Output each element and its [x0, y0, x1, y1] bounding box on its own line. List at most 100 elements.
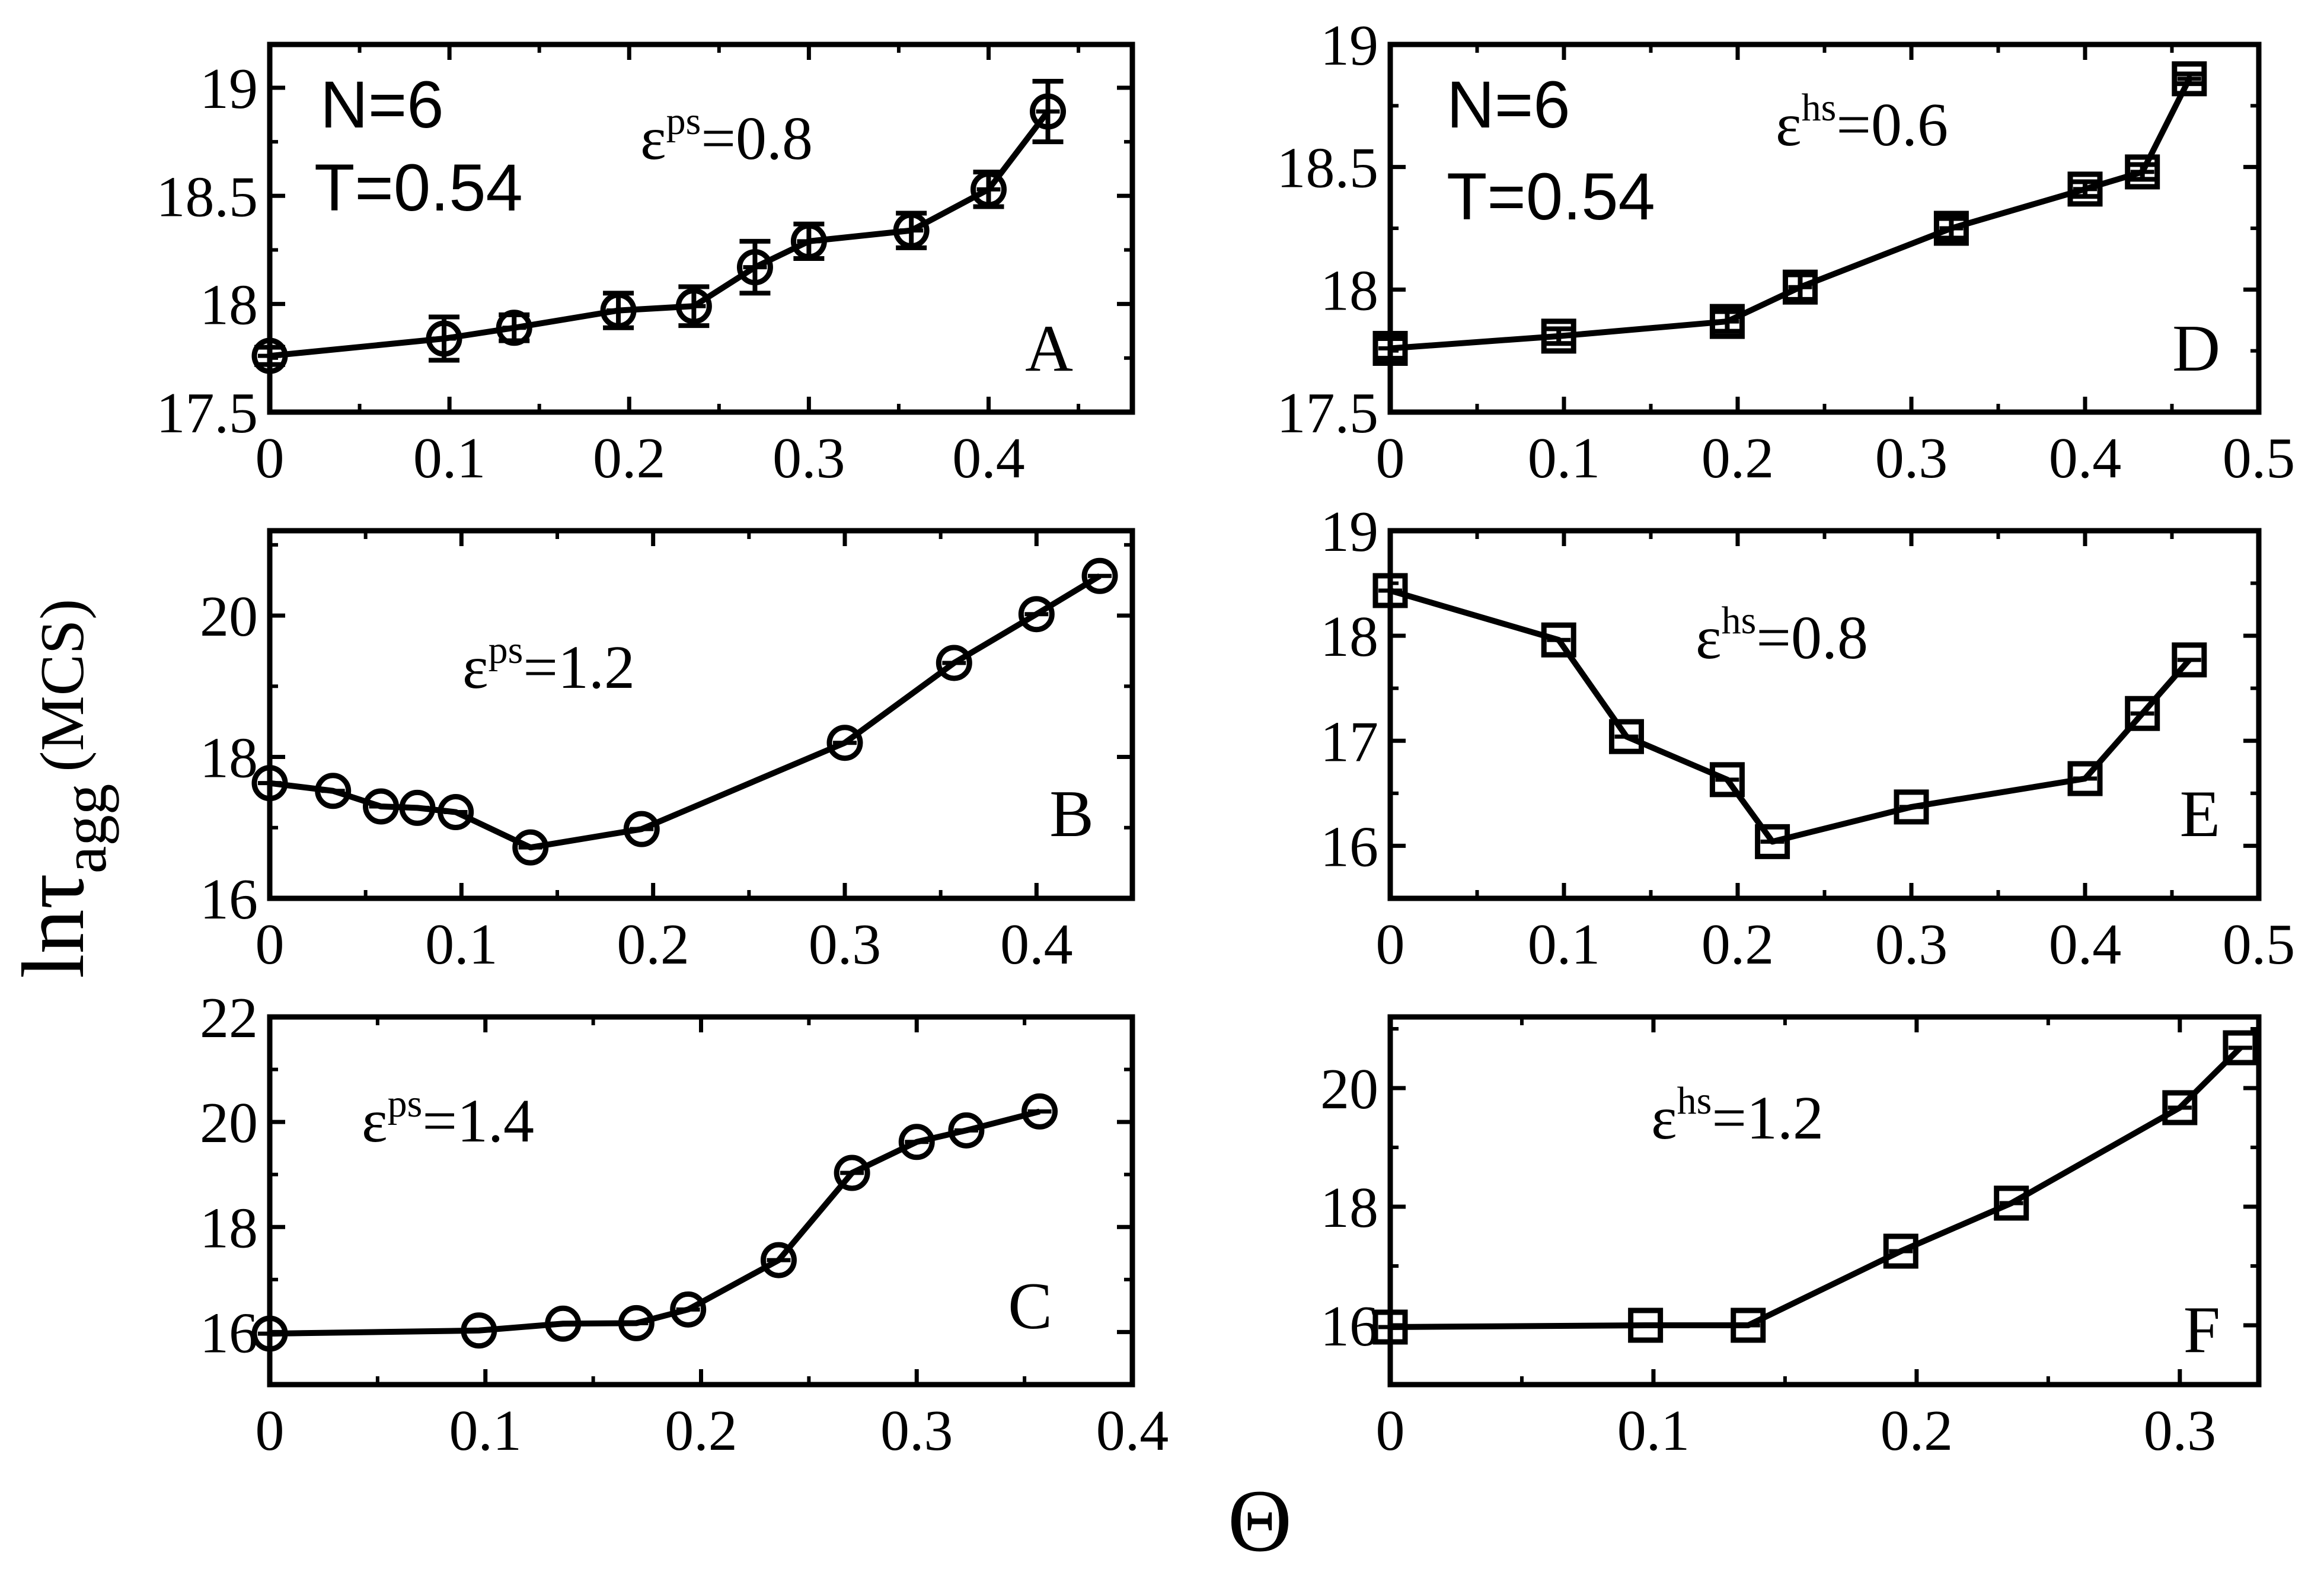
data-point — [1021, 1093, 1058, 1130]
param-sup: hs — [1802, 86, 1837, 129]
y-tick-label: 18.5 — [1277, 136, 1379, 200]
data-point — [2125, 154, 2160, 190]
data-point — [2067, 171, 2103, 207]
x-tick-label: 0.4 — [2049, 913, 2122, 977]
x-tick-label: 0.4 — [1096, 1399, 1169, 1463]
data-point — [1709, 762, 1745, 798]
data-point — [1372, 1309, 1408, 1345]
data-point — [545, 1305, 582, 1342]
param-value: =1.2 — [523, 633, 635, 701]
panel-f: εhs=1.2 F 0 0.1 0.2 0.3 16 18 20 — [1320, 1014, 2262, 1463]
param-value: =0.8 — [1756, 604, 1868, 672]
data-point — [496, 310, 532, 346]
param-value: =0.8 — [701, 104, 813, 173]
param-label: εhs=0.8 — [1696, 599, 1868, 672]
data-point — [826, 725, 863, 761]
data-point — [1372, 573, 1408, 608]
panel-letter: C — [1008, 1270, 1052, 1343]
data-point — [399, 789, 436, 826]
y-tick-label: 17.5 — [1277, 381, 1379, 445]
y-tick-label: 20 — [200, 585, 258, 649]
panel-c: εps=1.4 C 0 0.1 0.2 0.3 0.4 16 18 20 22 — [200, 986, 1169, 1463]
param-sup: hs — [1677, 1079, 1712, 1122]
x-tick-label: 0.2 — [1702, 913, 1774, 977]
data-point — [363, 788, 400, 825]
data-point — [315, 773, 352, 809]
data-point — [1541, 622, 1576, 658]
param-label: εps=1.2 — [462, 629, 635, 701]
x-tick-label: 0 — [256, 426, 285, 490]
data-point — [512, 829, 549, 866]
data-point — [670, 1291, 707, 1328]
data-point — [2162, 1090, 2198, 1125]
axes-frame — [267, 42, 1135, 415]
series-line — [269, 1108, 1040, 1337]
x-tick-label: 0 — [256, 1399, 285, 1463]
param-label: εhs=1.2 — [1651, 1079, 1824, 1152]
x-tick-label: 0 — [1376, 1399, 1405, 1463]
x-tick-label: 0.1 — [1528, 913, 1601, 977]
y-tick-label: 18 — [200, 1196, 258, 1260]
data-point — [426, 320, 462, 357]
y-axis-label: lnτagg (MCS) — [4, 599, 119, 978]
data-point — [834, 1155, 870, 1191]
y-axis-label-unit: (MCS) — [27, 599, 97, 772]
y-axis-label-sub: agg — [50, 784, 119, 874]
series-line — [269, 110, 1051, 359]
y-tick-label: 16 — [1320, 1294, 1378, 1358]
param-value: =1.2 — [1712, 1084, 1824, 1152]
data-point — [893, 212, 930, 249]
param-symbol: ε — [462, 633, 489, 701]
data-point — [1709, 304, 1745, 339]
data-point — [1782, 269, 1818, 305]
data-point — [898, 1124, 935, 1160]
data-point — [1894, 789, 1929, 825]
x-axis-label: Θ — [1228, 1472, 1292, 1569]
data-point — [1541, 318, 1576, 354]
x-tick-label: 0.3 — [1875, 913, 1948, 977]
x-tick-label: 0 — [1376, 426, 1405, 490]
y-tick-label: 18 — [1320, 259, 1378, 323]
x-tick-label: 0.1 — [425, 913, 498, 977]
data-point — [600, 292, 637, 329]
data-point — [1994, 1185, 2029, 1221]
y-tick-label: 16 — [1320, 815, 1378, 879]
x-tick-label: 0.4 — [952, 426, 1025, 490]
annotation-t: T=0.54 — [314, 151, 523, 225]
y-tick-label: 20 — [1320, 1057, 1378, 1121]
x-tick-label: 0.3 — [1875, 426, 1948, 490]
y-tick-label: 19 — [1320, 14, 1378, 78]
param-label: εps=0.8 — [640, 100, 813, 173]
data-point — [1933, 211, 1969, 246]
data-point — [1372, 331, 1408, 366]
data-point — [2067, 761, 2103, 796]
data-point — [936, 645, 972, 681]
data-point — [1731, 1308, 1766, 1343]
y-tick-label: 19 — [1320, 500, 1378, 564]
panel-letter: D — [2172, 312, 2220, 385]
x-tick-label: 0.1 — [413, 426, 486, 490]
panel-d: N=6 T=0.54 εhs=0.6 D 0 0.1 0.2 0.3 0.4 0.5 17.… — [1277, 14, 2296, 490]
annotation-n-label: N=6 — [320, 68, 444, 142]
y-tick-label: 16 — [200, 1301, 258, 1365]
data-point — [736, 249, 773, 286]
data-point — [675, 288, 712, 324]
data-point — [1755, 824, 1790, 859]
y-tick-label: 18.5 — [157, 165, 258, 229]
param-symbol: ε — [640, 104, 666, 173]
param-symbol: ε — [1696, 604, 1722, 672]
param-sup: ps — [388, 1082, 423, 1125]
x-tick-label: 0 — [256, 913, 285, 977]
data-point — [2172, 61, 2207, 97]
x-tick-label: 0.1 — [1617, 1399, 1690, 1463]
data-point — [461, 1312, 497, 1349]
x-tick-label: 0.1 — [1528, 426, 1601, 490]
y-tick-label: 16 — [200, 868, 258, 932]
x-tick-label: 0.1 — [449, 1399, 522, 1463]
y-tick-label: 18 — [1320, 605, 1378, 669]
data-point — [2125, 696, 2160, 731]
panel-letter: F — [2183, 1293, 2220, 1367]
y-axis-label-main: lnτ — [4, 873, 103, 978]
y-tick-label: 18 — [200, 726, 258, 790]
